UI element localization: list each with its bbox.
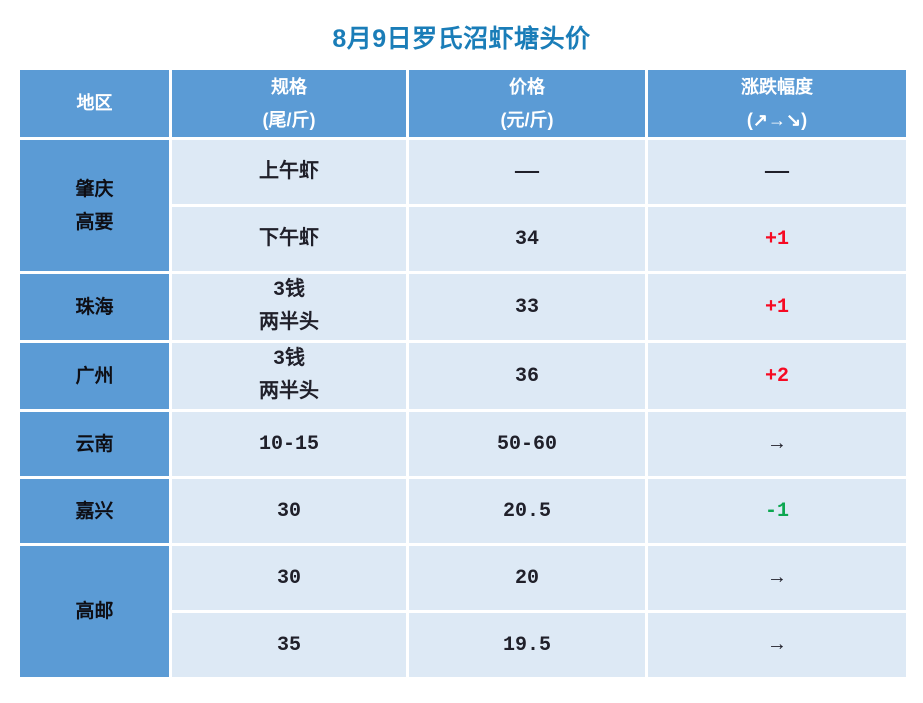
region-cell-jiaxing: 嘉兴 — [17, 476, 172, 546]
spec-cell: 30 — [169, 476, 409, 546]
region-line: 广州 — [75, 365, 114, 387]
change-cell: → — [645, 610, 909, 680]
price-cell: 50-60 — [406, 409, 648, 479]
change-cell: —— — [645, 137, 909, 207]
price-cell: 34 — [406, 204, 648, 274]
table-row: 嘉兴 30 20.5 -1 — [17, 476, 909, 546]
header-price-label: 价格 — [509, 76, 545, 97]
region-cell-yunnan: 云南 — [17, 409, 172, 479]
table-row: 珠海 3钱 两半头 33 +1 — [17, 271, 909, 343]
spec-cell: 上午虾 — [169, 137, 409, 207]
region-line: 珠海 — [75, 296, 114, 318]
region-line: 肇庆 — [75, 178, 114, 200]
header-spec-unit: (尾/斤) — [262, 109, 316, 130]
header-change-arrows: (↗→↘) — [746, 109, 808, 130]
header-spec: 规格 (尾/斤) — [169, 67, 409, 140]
price-cell: 19.5 — [406, 610, 648, 680]
region-cell-zhuhai: 珠海 — [17, 271, 172, 343]
spec-line: 两半头 — [259, 312, 319, 335]
table-row: 35 19.5 → — [19, 610, 909, 680]
change-cell: +1 — [645, 204, 909, 274]
spec-cell: 3钱 两半头 — [169, 340, 409, 412]
change-cell: +1 — [645, 271, 909, 343]
price-cell: 33 — [406, 271, 648, 343]
shrimp-price-table: 地区 规格 (尾/斤) 价格 (元/斤) 涨跌幅度 (↗→↘) — [17, 67, 909, 680]
header-price-unit: (元/斤) — [500, 109, 554, 130]
spec-cell: 下午虾 — [169, 204, 409, 274]
region-line: 高邮 — [75, 601, 114, 622]
price-cell: 20.5 — [406, 476, 648, 546]
table-row: 高邮 30 20 → — [17, 543, 909, 680]
table-row: 肇庆 高要 上午虾 —— —— — [17, 137, 909, 274]
spec-line: 3钱 — [272, 279, 305, 302]
region-line: 嘉兴 — [75, 500, 114, 522]
header-region-label: 地区 — [76, 93, 113, 113]
spec-line: 两半头 — [259, 381, 319, 404]
change-cell: → — [645, 543, 909, 613]
region-line: 高要 — [75, 211, 114, 233]
region-cell-zhaoqing-gaoyao: 肇庆 高要 — [17, 137, 172, 274]
region-line: 云南 — [75, 433, 114, 455]
table-row: 云南 10-15 50-60 → — [17, 409, 909, 479]
table-row: 广州 3钱 两半头 36 +2 — [17, 340, 909, 412]
spec-cell: 3钱 两半头 — [169, 271, 409, 343]
header-region: 地区 — [17, 67, 172, 140]
spec-cell: 10-15 — [169, 409, 409, 479]
table-container: 8月9日罗氏沼虾塘头价 地区 规格 (尾/斤) 价格 (元/斤) — [17, 0, 909, 680]
price-cell: 20 — [406, 543, 648, 613]
change-cell: -1 — [645, 476, 909, 546]
header-row: 地区 规格 (尾/斤) 价格 (元/斤) 涨跌幅度 (↗→↘) — [17, 67, 909, 140]
change-cell: +2 — [645, 340, 909, 412]
header-spec-label: 规格 — [271, 76, 307, 97]
region-cell-guangzhou: 广州 — [17, 340, 172, 412]
spec-cell: 30 — [169, 543, 409, 613]
region-cell-gaoyou: 高邮 — [17, 543, 172, 680]
change-cell: → — [645, 409, 909, 479]
spec-cell: 35 — [169, 610, 409, 680]
price-cell: 36 — [406, 340, 648, 412]
header-change-label: 涨跌幅度 — [741, 76, 813, 97]
page-title: 8月9日罗氏沼虾塘头价 — [332, 25, 591, 53]
header-price: 价格 (元/斤) — [406, 67, 648, 140]
table-row: 下午虾 34 +1 — [19, 204, 909, 274]
price-cell: —— — [406, 137, 648, 207]
spec-line: 3钱 — [272, 348, 305, 371]
header-change: 涨跌幅度 (↗→↘) — [645, 67, 909, 140]
